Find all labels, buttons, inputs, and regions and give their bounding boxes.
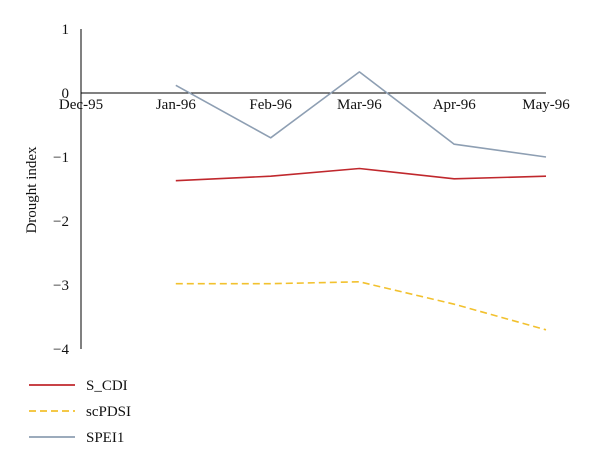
y-tick-label: −4 — [53, 342, 69, 358]
y-tick-labels: 1 0 −1 −2 −3 −4 — [53, 22, 69, 358]
series-line-spei1 — [175, 71, 547, 158]
y-tick-label: 1 — [62, 22, 70, 38]
x-tick-label: Feb-96 — [249, 97, 292, 113]
legend-label: scPDSI — [86, 404, 131, 420]
series-lines — [175, 71, 547, 331]
x-tick-label: May-96 — [522, 97, 570, 113]
legend-label: SPEI1 — [86, 430, 124, 446]
x-tick-labels: Dec-95 Jan-96 Feb-96 Mar-96 Apr-96 May-96 — [59, 97, 570, 113]
x-tick-label: Mar-96 — [337, 97, 382, 113]
y-axis-title: Drought index — [24, 146, 40, 234]
series-line-scpdsi — [175, 280, 547, 331]
x-tick-label: Apr-96 — [433, 97, 477, 113]
y-tick-label: −2 — [53, 214, 69, 230]
legend: S_CDI scPDSI SPEI1 — [29, 378, 131, 446]
legend-label: S_CDI — [86, 378, 128, 394]
y-tick-label: 0 — [62, 86, 70, 102]
x-tick-label: Jan-96 — [156, 97, 196, 113]
y-tick-label: −3 — [53, 278, 69, 294]
series-line-s-cdi — [175, 167, 547, 182]
y-tick-label: −1 — [53, 150, 69, 166]
